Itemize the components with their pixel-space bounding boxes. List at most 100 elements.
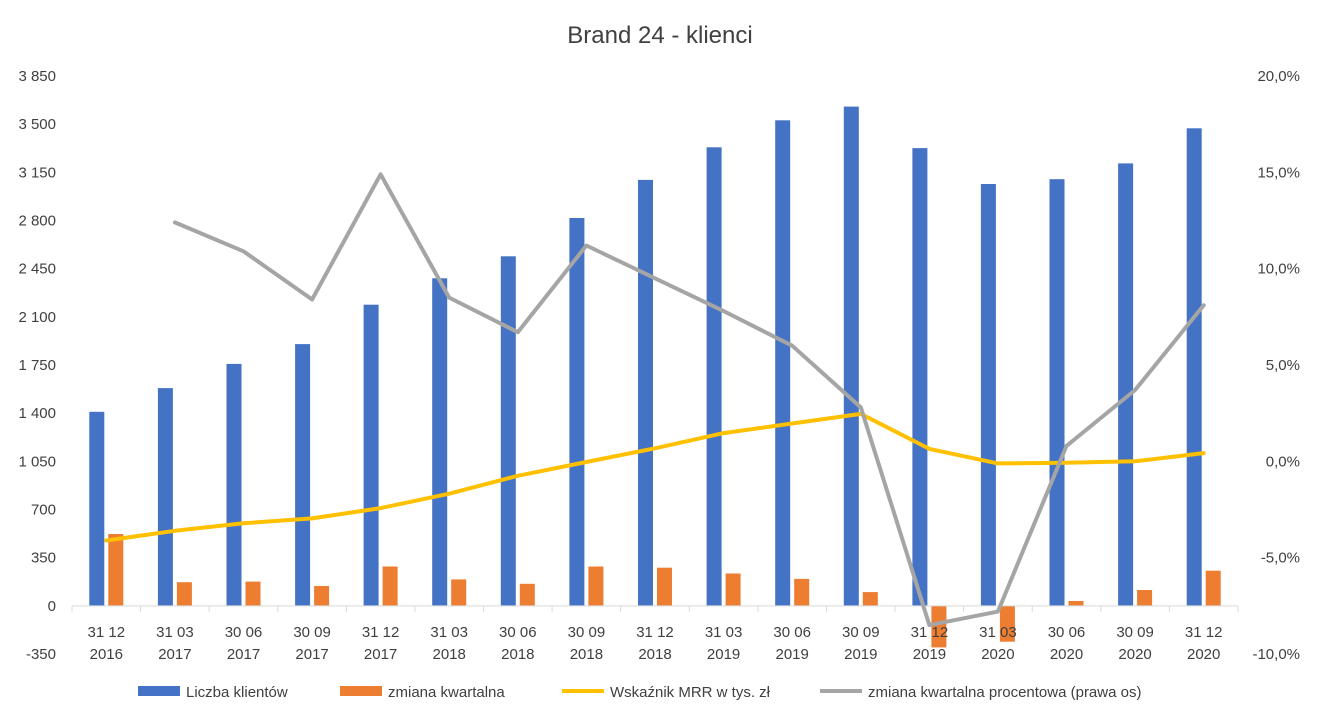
y-right-tick-label: -5,0%	[1261, 550, 1300, 567]
legend-swatch	[138, 686, 180, 696]
bar-clients-11	[843, 106, 859, 606]
x-tick-label: 31 12	[88, 624, 126, 641]
x-tick-label: 30 06	[225, 624, 263, 641]
x-tick-label: 30 09	[568, 624, 606, 641]
bar-clients-10	[775, 120, 791, 606]
ticks-layer: -350 0 350 700 1 050 1 400 1 750 2 100 2 450 2 80…	[18, 68, 1300, 663]
x-tick-label: 31 12	[1185, 624, 1223, 641]
x-tick-label: 2016	[90, 646, 123, 663]
legend-label: Liczba klientów	[186, 684, 288, 701]
chart-title: Brand 24 - klienci	[567, 22, 752, 49]
x-tick-label: 31 03	[430, 624, 468, 641]
bar-clients-8	[638, 179, 653, 606]
y-left-tick-label: 700	[31, 502, 56, 519]
x-tick-label: 2020	[1050, 646, 1083, 663]
x-tick-label: 2017	[158, 646, 191, 663]
bar-clients-12	[912, 148, 928, 606]
y-right-tick-label: 10,0%	[1257, 261, 1300, 278]
x-tick-label: 2019	[844, 646, 877, 663]
x-tick-label: 2017	[295, 646, 328, 663]
bar-change-13	[999, 605, 1015, 642]
y-left-tick-label: 3 850	[18, 68, 56, 85]
bar-clients-4	[363, 304, 379, 606]
y-left-tick-label: 2 100	[18, 309, 56, 326]
bar-clients-3	[295, 344, 311, 606]
x-tick-label: 30 06	[499, 624, 537, 641]
legend: Liczba klientów zmiana kwartalna Wskaźnik …	[138, 684, 1141, 701]
x-tick-label: 31 12	[362, 624, 400, 641]
bar-change-2	[245, 581, 261, 606]
bar-clients-0	[89, 411, 105, 606]
x-tick-label: 2019	[707, 646, 740, 663]
x-tick-label: 30 06	[773, 624, 811, 641]
x-tick-label: 2020	[1118, 646, 1151, 663]
y-right-tick-label: 0,0%	[1266, 453, 1300, 470]
x-tick-label: 2019	[776, 646, 809, 663]
x-tick-label: 2018	[638, 646, 671, 663]
x-tick-label: 31 12	[911, 624, 949, 641]
x-tick-label: 2018	[501, 646, 534, 663]
y-left-tick-label: 3 150	[18, 164, 56, 181]
legend-label: zmiana kwartalna procentowa (prawa os)	[868, 684, 1141, 701]
bar-change-3	[314, 586, 330, 606]
bar-change-10	[794, 578, 810, 606]
axis-layer	[71, 605, 1239, 612]
bar-clients-14	[1049, 179, 1065, 606]
y-left-tick-label: 1 750	[18, 357, 56, 374]
x-tick-label: 2018	[433, 646, 466, 663]
bars-layer	[89, 106, 1221, 648]
x-tick-label: 31 12	[636, 624, 674, 641]
x-tick-label: 2017	[227, 646, 260, 663]
y-left-tick-label: 2 450	[18, 261, 56, 278]
y-right-tick-label: -10,0%	[1252, 646, 1300, 663]
bar-change-9	[725, 573, 741, 606]
x-tick-label: 2020	[1187, 646, 1220, 663]
bar-clients-9	[706, 147, 722, 606]
x-tick-label: 2020	[981, 646, 1014, 663]
bar-clients-5	[432, 278, 448, 606]
x-tick-label: 2019	[913, 646, 946, 663]
x-tick-label: 2018	[570, 646, 603, 663]
y-left-tick-label: 350	[31, 550, 56, 567]
bar-change-1	[176, 582, 192, 606]
bar-change-12	[931, 605, 947, 648]
lines-layer	[104, 172, 1206, 628]
bar-change-7	[588, 566, 604, 606]
legend-label: Wskaźnik MRR w tys. zł	[610, 684, 771, 701]
y-right-tick-label: 5,0%	[1266, 357, 1300, 374]
bar-change-4	[382, 566, 398, 606]
bar-change-6	[519, 583, 535, 606]
bar-change-14	[1068, 601, 1084, 606]
y-left-tick-label: 3 500	[18, 116, 56, 133]
y-left-tick-label: 0	[48, 598, 56, 615]
bar-change-0	[108, 534, 124, 606]
x-tick-label: 30 09	[842, 624, 880, 641]
bar-clients-13	[980, 184, 996, 606]
x-tick-label: 30 06	[1048, 624, 1086, 641]
y-right-tick-label: 20,0%	[1257, 68, 1300, 85]
x-tick-label: 31 03	[705, 624, 743, 641]
line-mrr	[104, 411, 1206, 543]
y-left-tick-label: 1 400	[18, 405, 56, 422]
line-pct-change	[172, 172, 1206, 628]
bar-change-5	[451, 579, 467, 606]
x-tick-label: 2017	[364, 646, 397, 663]
bar-clients-16	[1186, 128, 1202, 606]
bar-change-8	[657, 567, 672, 606]
legend-swatch	[340, 686, 382, 696]
bar-change-11	[862, 592, 878, 606]
bar-clients-15	[1118, 163, 1134, 606]
bar-clients-2	[226, 363, 242, 606]
x-tick-label: 30 09	[293, 624, 331, 641]
bar-change-16	[1205, 570, 1221, 606]
bar-clients-1	[157, 388, 173, 606]
y-left-tick-label: 2 800	[18, 213, 56, 230]
y-left-tick-label: -350	[26, 646, 56, 663]
x-tick-label: 30 09	[1116, 624, 1154, 641]
legend-label: zmiana kwartalna	[388, 684, 505, 701]
bar-clients-7	[569, 218, 585, 606]
bar-change-15	[1137, 590, 1153, 606]
bar-clients-6	[500, 256, 516, 606]
